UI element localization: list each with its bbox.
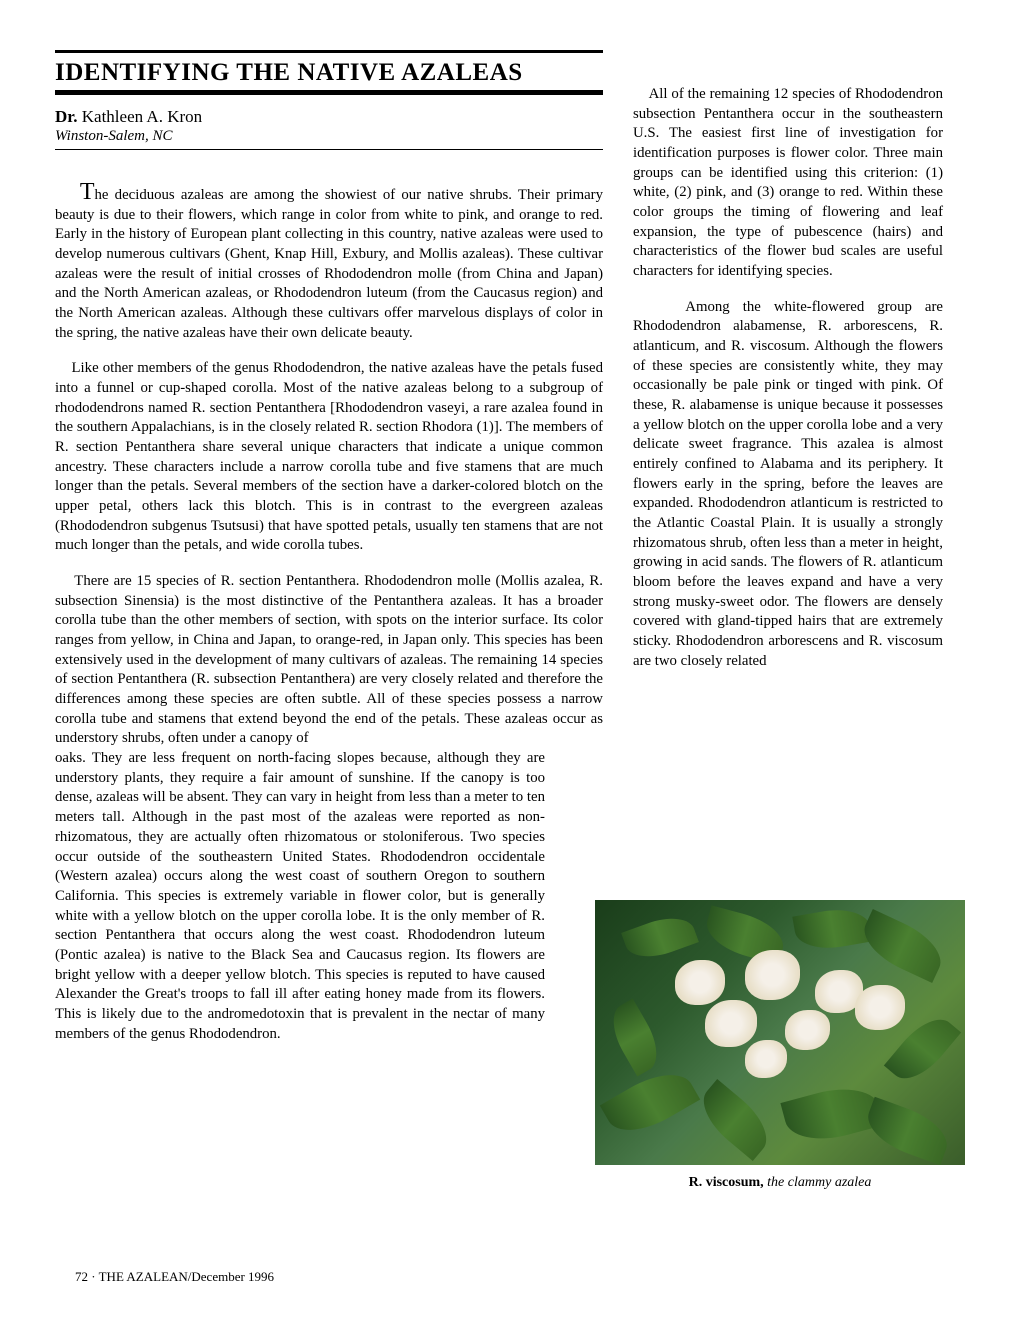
author-line: Dr. Kathleen A. Kron xyxy=(55,107,603,127)
paragraph-3: There are 15 species of R. section Penta… xyxy=(55,572,603,749)
caption-common: the clammy azalea xyxy=(764,1175,872,1190)
author-prefix: Dr. xyxy=(55,107,78,126)
author-location: Winston-Salem, NC xyxy=(55,128,603,145)
page-footer: 72 · THE AZALEAN/December 1996 xyxy=(75,1269,274,1285)
paragraph-2: Like other members of the genus Rhododen… xyxy=(55,359,603,556)
figure-block: R. viscosum, the clammy azalea xyxy=(595,900,965,1191)
right-paragraph-1: All of the remaining 12 species of Rhodo… xyxy=(633,85,943,282)
paragraph-1: The deciduous azaleas are among the show… xyxy=(55,180,603,343)
title-rule-bottom xyxy=(55,90,603,95)
r1-text: All of the remaining 12 species of Rhodo… xyxy=(633,86,943,279)
page-number: 72 xyxy=(75,1269,88,1284)
dropcap: T xyxy=(80,179,95,205)
p3b-text: oaks. They are less frequent on north-fa… xyxy=(55,750,545,1041)
article-title: IDENTIFYING THE NATIVE AZALEAS xyxy=(55,53,603,90)
right-paragraph-2: Among the white-flowered group are Rhodo… xyxy=(633,298,943,672)
p2-text: Like other members of the genus Rhododen… xyxy=(55,360,603,553)
footer-sep: · xyxy=(88,1269,99,1284)
publication-info: THE AZALEAN/December 1996 xyxy=(99,1269,274,1284)
author-name: Kathleen A. Kron xyxy=(78,107,203,126)
figure-caption: R. viscosum, the clammy azalea xyxy=(595,1175,965,1191)
azalea-photo xyxy=(595,900,965,1165)
left-column: The deciduous azaleas are among the show… xyxy=(55,180,603,1060)
paragraph-3b: oaks. They are less frequent on north-fa… xyxy=(55,749,545,1044)
p1-text: he deciduous azaleas are among the showi… xyxy=(55,187,603,341)
p3-text: There are 15 species of R. section Penta… xyxy=(55,573,603,746)
author-rule xyxy=(55,149,603,150)
r2-text: Among the white-flowered group are Rhodo… xyxy=(633,299,943,669)
title-block: IDENTIFYING THE NATIVE AZALEAS Dr. Kathl… xyxy=(55,50,603,150)
caption-species: R. viscosum, xyxy=(689,1175,764,1190)
